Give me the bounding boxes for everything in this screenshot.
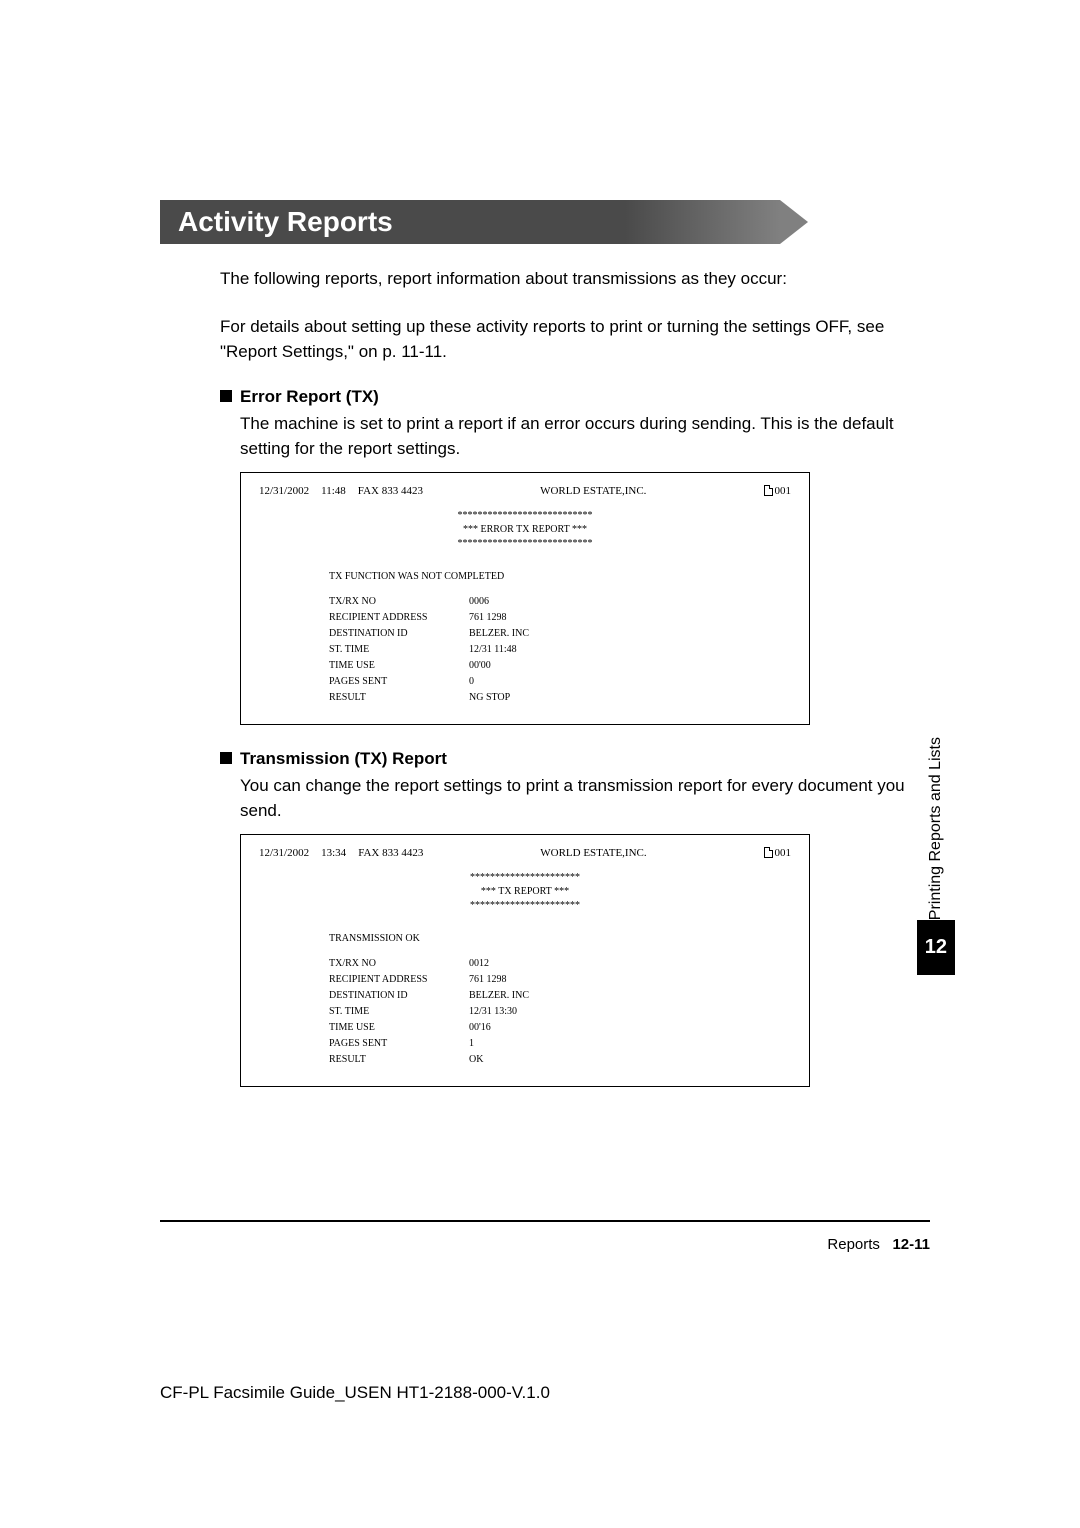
report-title-stars: *************************** (259, 509, 791, 523)
report-title-box: *************************** *** ERROR TX… (259, 509, 791, 551)
field-label: TX/RX NO (329, 956, 469, 972)
report-title-stars: ********************** (259, 899, 791, 913)
page-footer: Reports 12-11 (160, 1220, 930, 1253)
field-label: DESTINATION ID (329, 626, 469, 642)
document-id: CF-PL Facsimile Guide_USEN HT1-2188-000-… (160, 1383, 550, 1403)
field-label: PAGES SENT (329, 674, 469, 690)
section-title: Activity Reports (160, 200, 780, 244)
side-chapter-number: 12 (917, 920, 955, 975)
field-value: 12/31 11:48 (469, 642, 791, 658)
footer-section-label: Reports (827, 1236, 880, 1253)
report-header: 12/31/2002 11:48 FAX 833 4423 WORLD ESTA… (259, 485, 791, 497)
field-value: 0006 (469, 594, 791, 610)
report-date: 12/31/2002 (259, 485, 309, 497)
report-company: WORLD ESTATE,INC. (540, 485, 646, 497)
field-value: 00'00 (469, 658, 791, 674)
report-time: 11:48 (321, 485, 346, 497)
report-fields: TX/RX NO0012 RECIPIENT ADDRESS761 1298 D… (329, 956, 791, 1068)
report-title-line: *** TX REPORT *** (259, 885, 791, 899)
report-fields: TX/RX NO0006 RECIPIENT ADDRESS761 1298 D… (329, 594, 791, 706)
field-value: 12/31 13:30 (469, 1004, 791, 1020)
intro-paragraph-2: For details about setting up these activ… (220, 314, 930, 365)
field-value: 0012 (469, 956, 791, 972)
field-label: RECIPIENT ADDRESS (329, 972, 469, 988)
field-label: RECIPIENT ADDRESS (329, 610, 469, 626)
intro-paragraph-1: The following reports, report informatio… (220, 266, 930, 292)
field-label: TIME USE (329, 658, 469, 674)
report-title-stars: *************************** (259, 537, 791, 551)
report-title-line: *** ERROR TX REPORT *** (259, 523, 791, 537)
error-report-box: 12/31/2002 11:48 FAX 833 4423 WORLD ESTA… (240, 472, 810, 725)
field-label: TX/RX NO (329, 594, 469, 610)
tx-report-title: Transmission (TX) Report (220, 749, 930, 769)
field-label: TIME USE (329, 1020, 469, 1036)
report-fax: FAX 833 4423 (358, 847, 423, 859)
footer-divider (160, 1220, 930, 1222)
report-pageno: 001 (764, 847, 792, 859)
error-report-desc: The machine is set to print a report if … (240, 411, 930, 462)
bullet-icon (220, 390, 232, 402)
footer-page-number: 12-11 (892, 1236, 930, 1253)
field-value: 761 1298 (469, 610, 791, 626)
error-report-title-text: Error Report (TX) (240, 387, 379, 406)
error-report-title: Error Report (TX) (220, 387, 930, 407)
report-pageno: 001 (764, 485, 792, 497)
page-icon (764, 485, 773, 496)
error-report-section: Error Report (TX) The machine is set to … (220, 387, 930, 725)
report-fax: FAX 833 4423 (358, 485, 423, 497)
report-status: TX FUNCTION WAS NOT COMPLETED (329, 571, 791, 582)
bullet-icon (220, 752, 232, 764)
field-value: OK (469, 1052, 791, 1068)
report-date: 12/31/2002 (259, 847, 309, 859)
footer-text: Reports 12-11 (160, 1236, 930, 1253)
field-value: NG STOP (469, 690, 791, 706)
field-value: 761 1298 (469, 972, 791, 988)
report-time: 13:34 (321, 847, 346, 859)
field-value: 00'16 (469, 1020, 791, 1036)
field-value: 0 (469, 674, 791, 690)
report-company: WORLD ESTATE,INC. (540, 847, 646, 859)
field-label: ST. TIME (329, 642, 469, 658)
field-value: 1 (469, 1036, 791, 1052)
field-value: BELZER. INC (469, 988, 791, 1004)
report-header: 12/31/2002 13:34 FAX 833 4423 WORLD ESTA… (259, 847, 791, 859)
report-title-box: ********************** *** TX REPORT ***… (259, 871, 791, 913)
side-tab: Printing Reports and Lists 12 (917, 725, 955, 975)
field-value: BELZER. INC (469, 626, 791, 642)
report-status: TRANSMISSION OK (329, 933, 791, 944)
field-label: PAGES SENT (329, 1036, 469, 1052)
field-label: DESTINATION ID (329, 988, 469, 1004)
tx-report-section: Transmission (TX) Report You can change … (220, 749, 930, 1087)
side-label: Printing Reports and Lists (927, 725, 945, 920)
report-title-stars: ********************** (259, 871, 791, 885)
page-icon (764, 847, 773, 858)
field-label: RESULT (329, 690, 469, 706)
field-label: RESULT (329, 1052, 469, 1068)
field-label: ST. TIME (329, 1004, 469, 1020)
tx-report-box: 12/31/2002 13:34 FAX 833 4423 WORLD ESTA… (240, 834, 810, 1087)
tx-report-desc: You can change the report settings to pr… (240, 773, 930, 824)
tx-report-title-text: Transmission (TX) Report (240, 749, 447, 768)
